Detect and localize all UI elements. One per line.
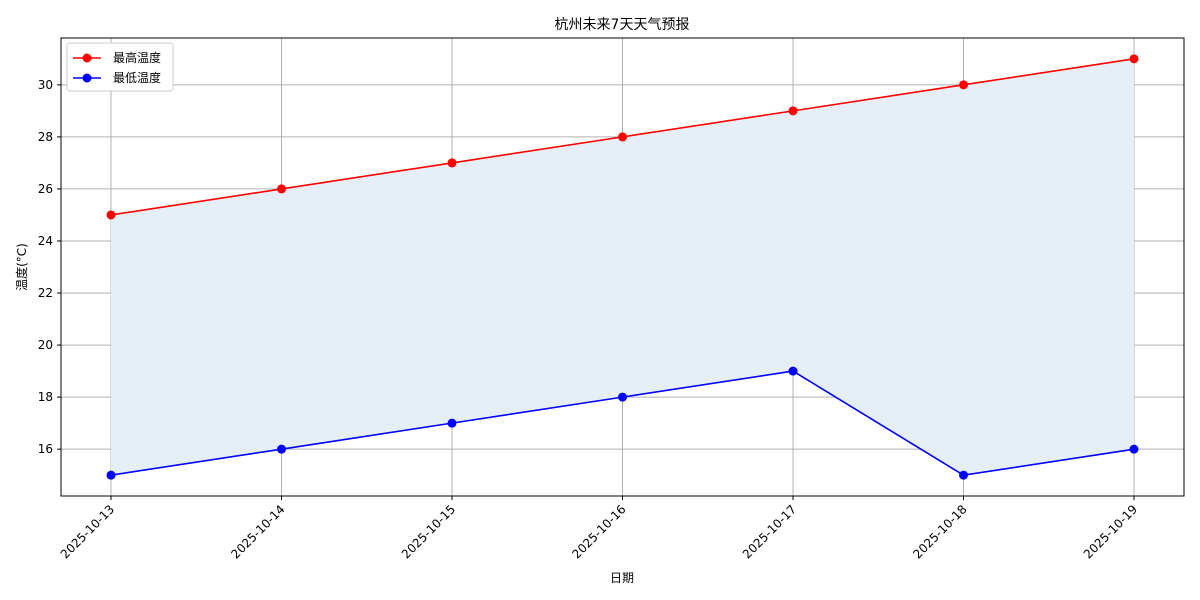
data-point — [959, 80, 968, 90]
series-min-temp — [106, 366, 1139, 480]
x-tick-label: 2025-10-14 — [228, 502, 287, 561]
x-tick-label: 2025-10-19 — [1081, 502, 1140, 561]
chart-title: 杭州未来7天天气预报 — [555, 17, 690, 33]
series-layer — [106, 54, 1139, 480]
y-axis-ticks: 16 18 20 22 24 26 28 30 — [38, 78, 61, 456]
y-tick-label: 22 — [38, 286, 53, 300]
data-point — [1129, 444, 1139, 454]
legend-marker — [82, 53, 92, 63]
y-tick-label: 30 — [38, 78, 53, 92]
y-tick-label: 16 — [38, 442, 53, 456]
y-tick-label: 26 — [38, 182, 53, 196]
x-tick-label: 2025-10-15 — [399, 502, 458, 561]
y-tick-label: 28 — [38, 130, 53, 144]
data-point — [277, 184, 286, 194]
data-point — [447, 418, 457, 428]
x-axis-label: 日期 — [610, 571, 634, 585]
y-tick-label: 24 — [38, 234, 53, 248]
y-axis-label: 温度(°C) — [14, 243, 29, 291]
data-point — [788, 366, 798, 376]
data-point — [106, 210, 116, 220]
x-tick-label: 2025-10-13 — [58, 502, 117, 561]
data-point — [1129, 54, 1139, 64]
data-point — [788, 106, 798, 116]
x-axis-ticks: 2025-10-13 2025-10-14 2025-10-15 2025-10-16… — [58, 496, 1140, 561]
legend-label: 最高温度 — [113, 50, 161, 65]
y-tick-label: 20 — [38, 338, 53, 352]
data-point — [447, 158, 457, 168]
x-tick-label: 2025-10-18 — [910, 502, 969, 561]
data-point — [618, 392, 627, 402]
legend-item: 最高温度 — [73, 50, 161, 65]
data-point — [618, 132, 627, 142]
legend-box — [66, 42, 174, 92]
legend-item: 最低温度 — [73, 70, 161, 85]
x-tick-label: 2025-10-17 — [740, 502, 799, 561]
data-point — [277, 444, 286, 454]
temperature-range-fill — [111, 58, 1134, 476]
x-tick-label: 2025-10-16 — [569, 502, 628, 561]
data-point — [106, 470, 116, 480]
legend-marker — [82, 73, 92, 83]
series-max-temp — [106, 54, 1139, 220]
data-point — [959, 470, 968, 480]
y-tick-label: 18 — [38, 390, 53, 404]
legend-label: 最低温度 — [113, 70, 161, 85]
